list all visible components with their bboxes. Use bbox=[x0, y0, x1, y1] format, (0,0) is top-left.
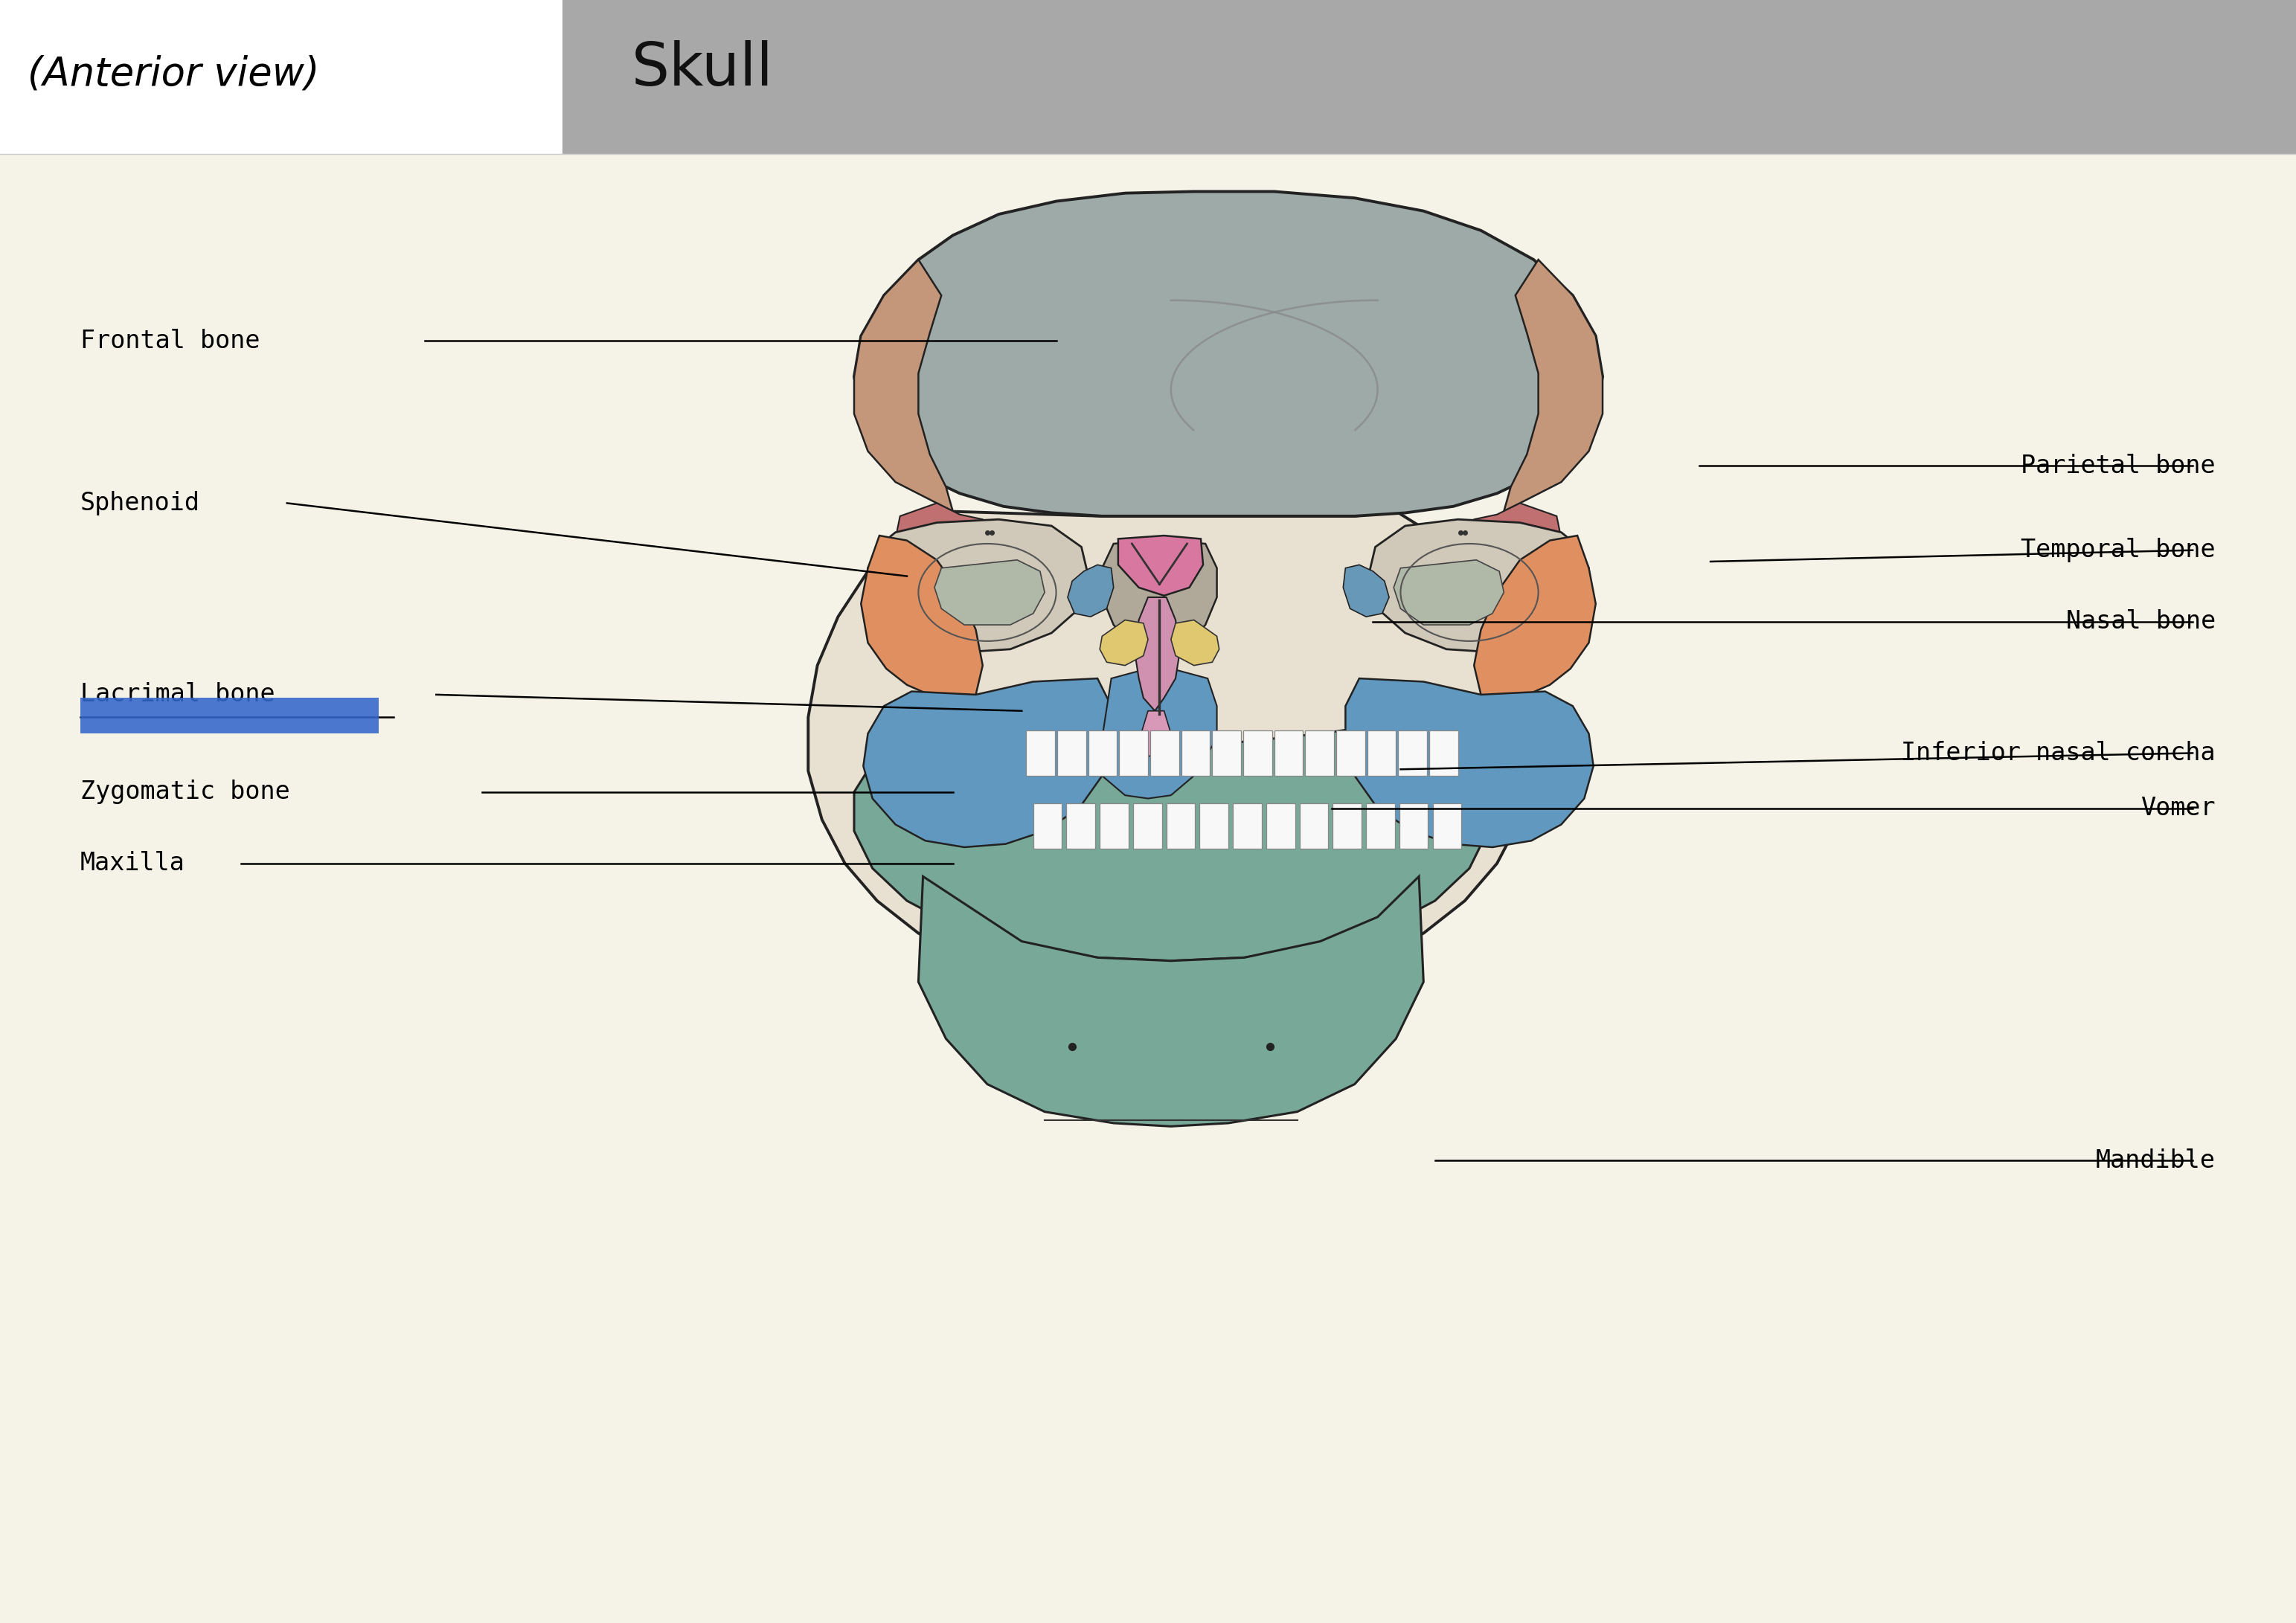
Polygon shape bbox=[1171, 620, 1219, 665]
Text: Maxilla: Maxilla bbox=[80, 850, 186, 876]
Polygon shape bbox=[1180, 730, 1210, 776]
Text: Mandible: Mandible bbox=[2096, 1147, 2216, 1173]
Polygon shape bbox=[918, 876, 1424, 1126]
Polygon shape bbox=[1134, 803, 1162, 849]
Text: Nasal bone: Nasal bone bbox=[2066, 609, 2216, 635]
Text: Temporal bone: Temporal bone bbox=[2020, 537, 2216, 563]
Polygon shape bbox=[1368, 519, 1589, 652]
Polygon shape bbox=[863, 678, 1111, 847]
Text: Skull: Skull bbox=[631, 41, 774, 97]
Polygon shape bbox=[895, 503, 983, 568]
Polygon shape bbox=[1100, 620, 1148, 665]
Polygon shape bbox=[1366, 803, 1394, 849]
Polygon shape bbox=[1065, 803, 1095, 849]
Polygon shape bbox=[1332, 803, 1362, 849]
Text: Zygomatic bone: Zygomatic bone bbox=[80, 779, 289, 805]
Polygon shape bbox=[1343, 565, 1389, 617]
Polygon shape bbox=[1233, 803, 1263, 849]
Polygon shape bbox=[1102, 540, 1217, 659]
Polygon shape bbox=[1398, 730, 1426, 776]
Polygon shape bbox=[1088, 730, 1118, 776]
Text: Vomer: Vomer bbox=[2140, 795, 2216, 821]
Polygon shape bbox=[1100, 803, 1130, 849]
Polygon shape bbox=[861, 536, 983, 706]
Polygon shape bbox=[1033, 803, 1061, 849]
Polygon shape bbox=[1166, 803, 1194, 849]
Polygon shape bbox=[1141, 711, 1171, 758]
Text: Inferior nasal concha: Inferior nasal concha bbox=[1901, 740, 2216, 766]
Text: Frontal bone: Frontal bone bbox=[80, 328, 259, 354]
Polygon shape bbox=[1150, 730, 1180, 776]
Polygon shape bbox=[1056, 730, 1086, 776]
Polygon shape bbox=[1368, 730, 1396, 776]
Polygon shape bbox=[1474, 503, 1561, 568]
Polygon shape bbox=[1401, 803, 1428, 849]
Polygon shape bbox=[1102, 665, 1217, 799]
Polygon shape bbox=[1026, 730, 1056, 776]
Polygon shape bbox=[1428, 730, 1458, 776]
Polygon shape bbox=[854, 260, 953, 511]
Polygon shape bbox=[934, 560, 1045, 625]
Text: Parietal bone: Parietal bone bbox=[2020, 453, 2216, 479]
Text: Sphenoid: Sphenoid bbox=[80, 490, 200, 516]
Polygon shape bbox=[1345, 678, 1593, 847]
Polygon shape bbox=[1504, 260, 1603, 511]
Bar bbox=[563, 0, 2296, 154]
Polygon shape bbox=[1274, 730, 1304, 776]
Polygon shape bbox=[1134, 597, 1180, 711]
Polygon shape bbox=[868, 519, 1088, 652]
Polygon shape bbox=[1394, 560, 1504, 625]
Polygon shape bbox=[854, 727, 1488, 961]
Polygon shape bbox=[1474, 536, 1596, 706]
Polygon shape bbox=[1304, 730, 1334, 776]
Text: (Anterior view): (Anterior view) bbox=[28, 55, 319, 93]
Polygon shape bbox=[1199, 803, 1228, 849]
Bar bbox=[80, 698, 379, 734]
Polygon shape bbox=[1120, 730, 1148, 776]
Polygon shape bbox=[854, 192, 1603, 516]
Bar bbox=[0, 0, 563, 154]
Polygon shape bbox=[808, 511, 1534, 985]
Polygon shape bbox=[1336, 730, 1364, 776]
Polygon shape bbox=[1267, 803, 1295, 849]
Polygon shape bbox=[1068, 565, 1114, 617]
Polygon shape bbox=[1300, 803, 1327, 849]
Text: Lacrimal bone: Lacrimal bone bbox=[80, 682, 276, 708]
Polygon shape bbox=[1244, 730, 1272, 776]
Polygon shape bbox=[1433, 803, 1460, 849]
Polygon shape bbox=[1118, 536, 1203, 596]
Polygon shape bbox=[1212, 730, 1240, 776]
